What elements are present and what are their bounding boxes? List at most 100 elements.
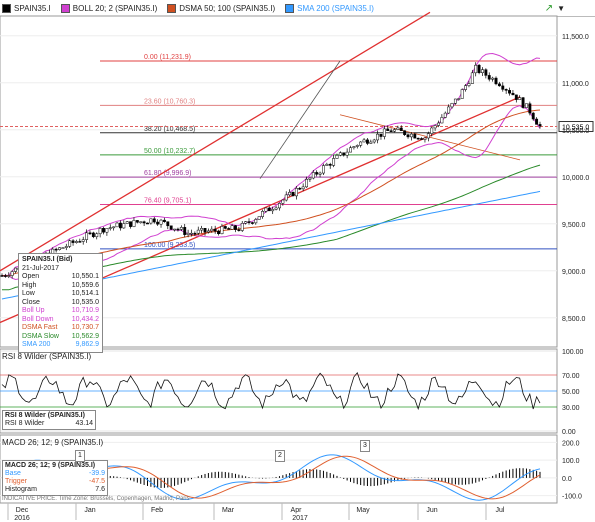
candle-body [78,241,82,243]
dropdown-chevron-icon[interactable]: ▼ [557,3,565,13]
candle-body [420,138,424,140]
candle-body [531,112,535,120]
macd-tick-label: 100.0 [562,458,580,465]
candle-body [450,103,454,108]
candle-body [244,221,248,224]
candle-body [457,98,461,100]
x-axis-month-label: May [356,507,370,514]
series-swatch-icon [285,3,295,13]
candle-body [237,229,241,231]
candle-body [467,83,471,86]
candle-body [433,125,437,129]
fib-level-label: 38.20 (10,468.5) [144,126,195,133]
candle-body [525,103,528,108]
last-price-tag: 10,535.0 [562,125,589,132]
candle-body [349,147,352,153]
candle-body [311,172,315,179]
candle-body [359,141,363,146]
macd-annotation-1[interactable]: 1 [75,450,85,462]
infobox-row: High 10,559.6 [22,281,99,289]
fib-level-label: 100.00 (9,233.5) [144,242,195,249]
trend-line [339,114,521,161]
macd-tick-label: 200.0 [562,440,580,447]
candle-body [58,247,61,250]
candle-body [135,220,139,223]
candle-body [284,194,288,201]
candle-body [105,228,109,233]
macd-annotation-3[interactable]: 3 [360,440,370,452]
candle-body [453,98,457,104]
rsi-infobox: RSI 8 Wilder (SPAIN35.I) RSI 8 Wilder 43.… [2,410,96,430]
candle-body [223,226,227,229]
candle-body [491,77,495,80]
candle-body [81,239,85,242]
infobox-row: DSMA Fast 10,730.7 [22,324,99,331]
candle-body [494,77,498,85]
candle-body [443,112,447,118]
candle-body [328,163,332,166]
candle-body [112,226,116,229]
candle-body [464,85,468,90]
candle-body [518,97,522,100]
candle-body [416,137,420,140]
candle-body [115,222,119,228]
candle-body [254,219,258,224]
candle-body [169,225,173,230]
macd-annotation-2[interactable]: 2 [275,450,285,462]
candle-body [521,97,525,108]
rsi-tick-label: 70.00 [562,373,580,380]
candle-body [352,146,356,148]
candle-body [399,127,403,131]
last-price-tag-frame [558,121,594,133]
candle-body [484,69,488,76]
x-axis-year-label: 2017 [292,515,308,522]
header-item-boll[interactable]: BOLL 20; 2 (SPAIN35.I) [59,3,165,13]
candle-body [64,246,68,248]
rsi-tick-label: 0.00 [562,429,576,436]
rsi-tick-label: 30.00 [562,405,580,412]
candle-body [227,228,231,230]
candle-body [369,141,373,144]
candle-body [122,223,126,229]
candle-body [460,89,464,99]
candle-body [3,275,7,277]
candle-body [338,152,342,156]
infobox-row: DSMA Slow 10,562.9 [22,332,99,340]
candle-body [406,134,410,138]
candle-body [481,69,484,74]
candle-body [98,228,102,235]
candle-body [409,133,413,138]
rsi-header[interactable]: RSI 8 Wilder (SPAIN35.I) [2,352,92,361]
x-axis-month-label: Jul [496,507,505,514]
candle-body [321,165,325,174]
candle-body [217,230,221,235]
fib-level-label: 61.80 (9,996.9) [144,170,191,177]
candle-body [71,240,75,243]
candle-body [315,172,319,175]
candle-body [291,191,295,197]
candle-body [173,228,177,231]
candle-body [278,203,281,209]
header-item-symbol[interactable]: SPAIN35.I [0,3,59,13]
candle-body [206,230,210,233]
candle-body [413,133,417,139]
rsi-tick-label: 50.00 [562,389,580,396]
candle-body [7,275,11,277]
candle-body [88,232,92,235]
header-item-dsma[interactable]: DSMA 50; 100 (SPAIN35.I) [165,3,283,13]
candle-body [183,227,187,235]
candle-body [240,222,244,231]
candle-body [146,222,149,225]
price-tick-label: 11,000.0 [562,81,589,88]
candle-body [129,221,133,227]
series-swatch-icon [2,3,11,13]
candle-body [396,127,400,130]
macd-header[interactable]: MACD 26; 12; 9 (SPAIN35.I) [2,438,104,447]
trend-icon[interactable]: ↗ [544,2,554,14]
header-item-sma200[interactable]: SMA 200 (SPAIN35.I) [283,3,382,13]
x-axis-year-label: 2016 [14,515,30,522]
candle-body [85,232,89,240]
candle-body [511,92,515,96]
candle-body [501,85,505,90]
candle-body [179,227,183,230]
